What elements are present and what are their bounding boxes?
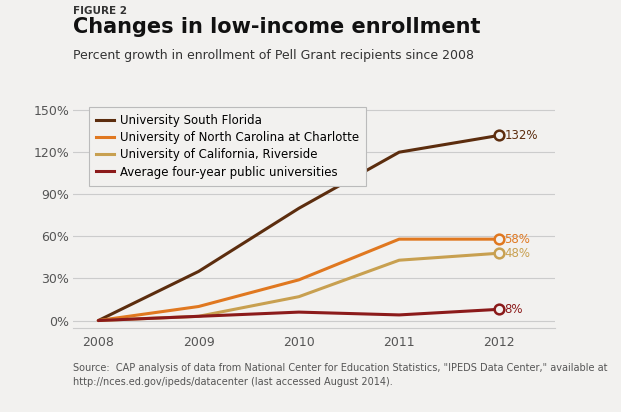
Legend: University South Florida, University of North Carolina at Charlotte, University : University South Florida, University of … xyxy=(89,107,366,186)
Text: 58%: 58% xyxy=(504,233,530,246)
Text: 8%: 8% xyxy=(504,303,523,316)
Text: FIGURE 2: FIGURE 2 xyxy=(73,6,127,16)
Text: 132%: 132% xyxy=(504,129,538,142)
Text: Changes in low-income enrollment: Changes in low-income enrollment xyxy=(73,17,481,37)
Text: Percent growth in enrollment of Pell Grant recipients since 2008: Percent growth in enrollment of Pell Gra… xyxy=(73,49,474,63)
Text: Source:  CAP analysis of data from National Center for Education Statistics, "IP: Source: CAP analysis of data from Nation… xyxy=(73,363,608,386)
Text: 48%: 48% xyxy=(504,247,530,260)
